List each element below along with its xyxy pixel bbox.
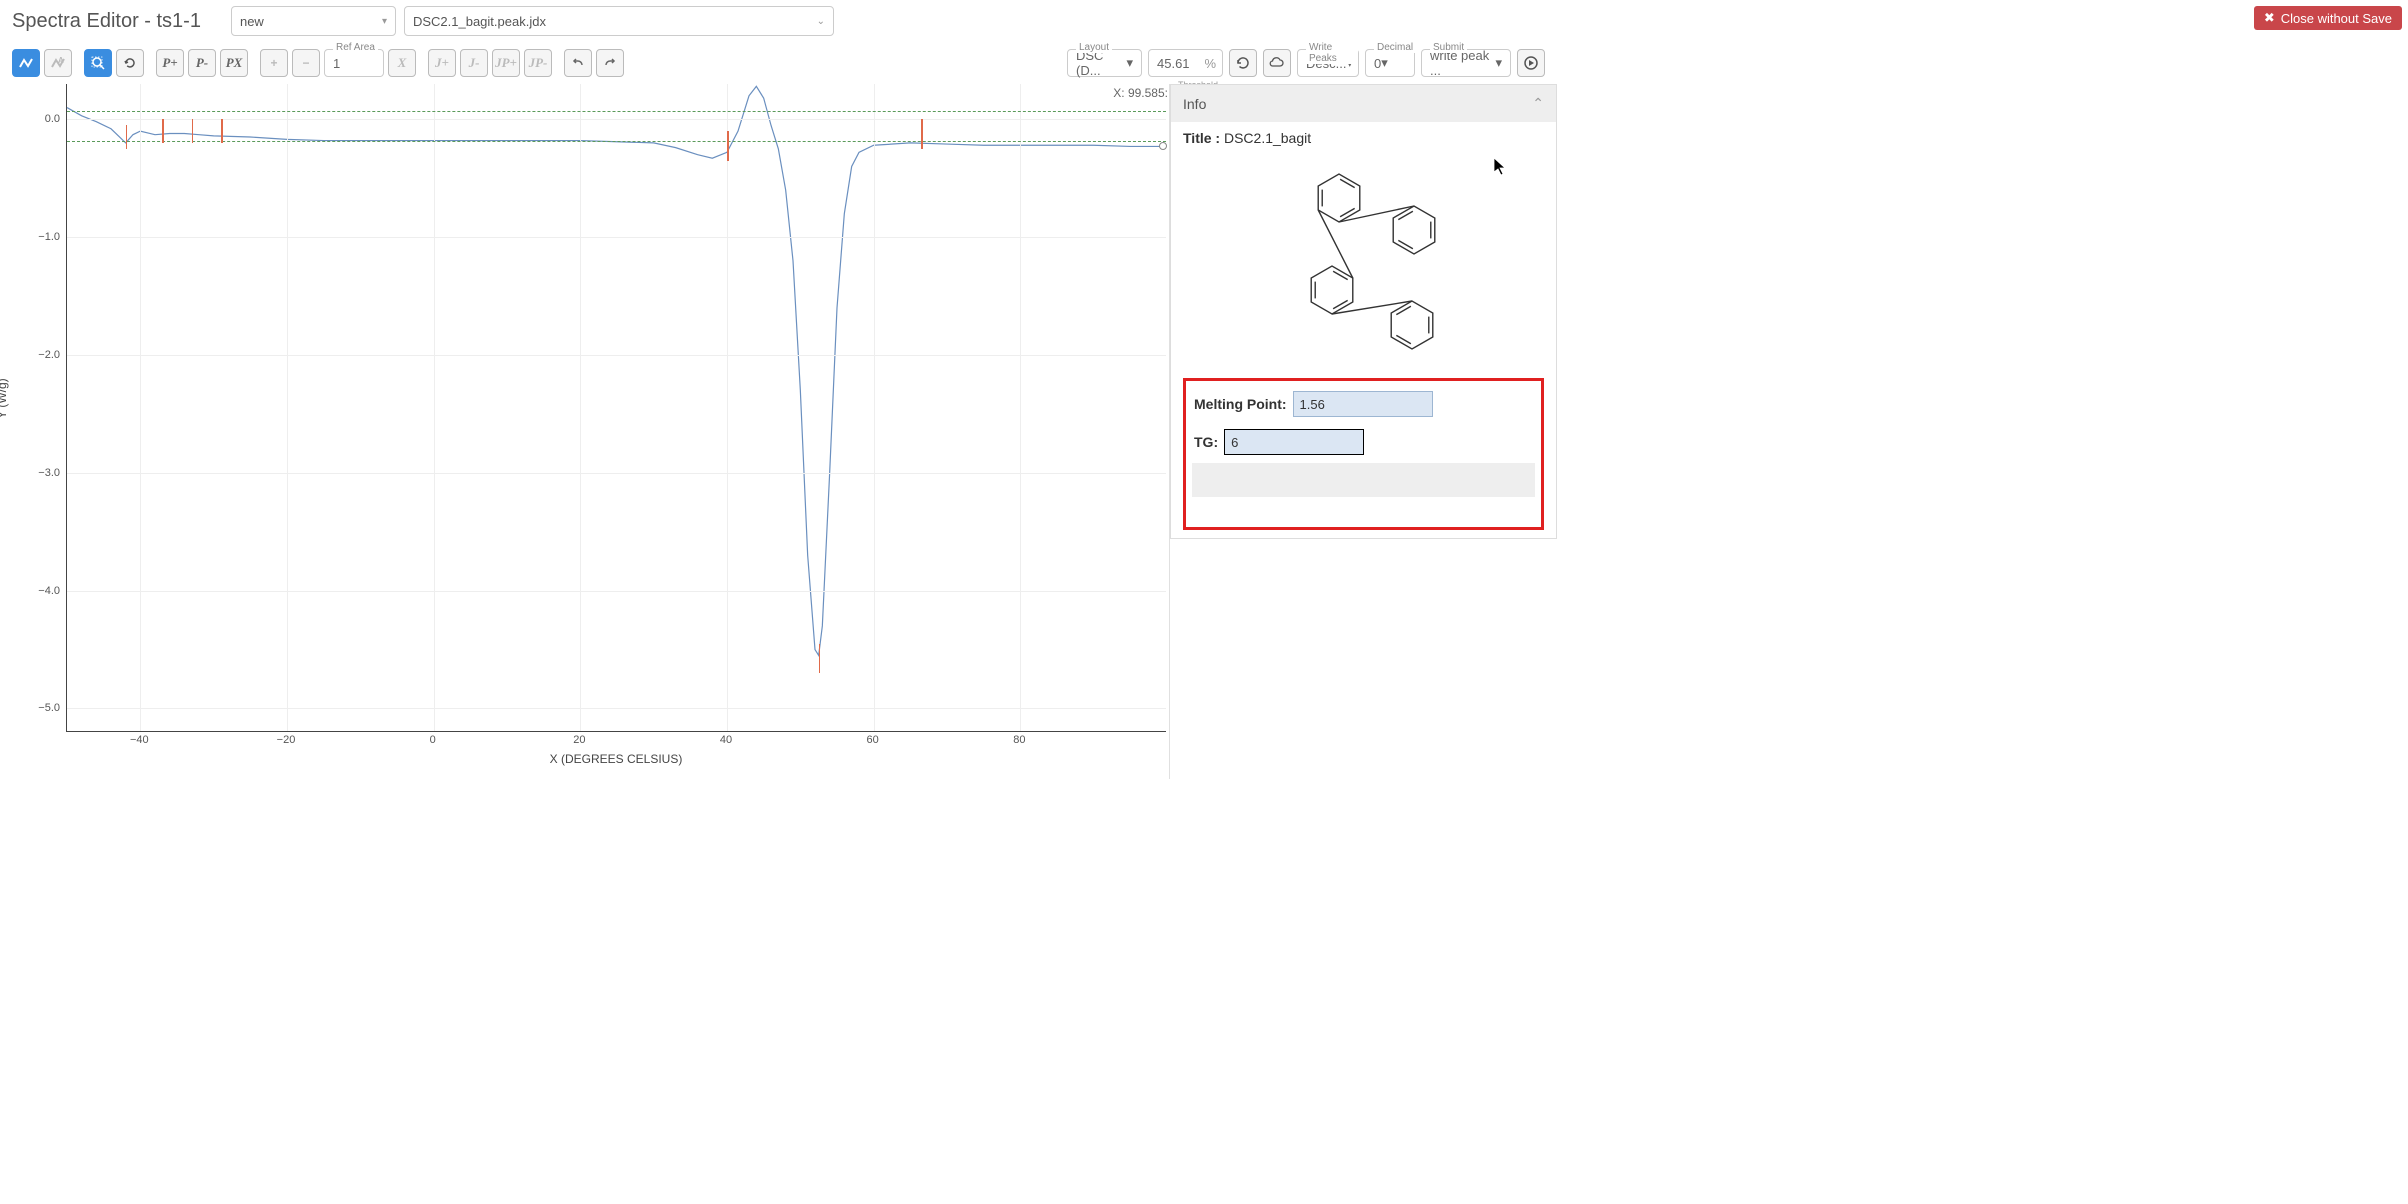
y-ticks: 0.0−1.0−2.0−3.0−4.0−5.0 [34, 84, 64, 732]
decimal-label: Decimal [1374, 42, 1416, 53]
title-label: Title : [1183, 130, 1220, 146]
jp-plus-button[interactable]: JP+ [492, 49, 520, 77]
write-peaks-select[interactable]: Write Peaks Desc... ▾ [1297, 49, 1359, 77]
melting-point-input[interactable] [1293, 391, 1433, 417]
ref-area-label: Ref Area [333, 42, 378, 53]
filler-row [1192, 463, 1535, 497]
write-peaks-label: Write Peaks [1306, 42, 1358, 64]
refresh-button[interactable] [116, 49, 144, 77]
plot-region[interactable]: X: 99.585: [66, 84, 1166, 732]
melting-point-row: Melting Point: [1192, 385, 1535, 423]
info-header-label: Info [1183, 96, 1206, 112]
j-plus-button[interactable]: J+ [428, 49, 456, 77]
tg-input[interactable] [1224, 429, 1364, 455]
cloud-button[interactable] [1263, 49, 1291, 77]
submit-select[interactable]: Submit write peak ... ▾ [1421, 49, 1511, 77]
x-ticks: −40−20020406080 [66, 734, 1166, 750]
select-file-value: DSC2.1_bagit.peak.jdx [413, 14, 546, 29]
decimal-select[interactable]: Decimal 0 ▾ [1365, 49, 1415, 77]
minus-button[interactable]: − [292, 49, 320, 77]
redo-button[interactable] [596, 49, 624, 77]
threshold-field[interactable]: 45.61 % Threshold [1148, 49, 1223, 77]
info-panel: Info ⌃ Title : DSC2.1_bagit Melting Poin… [1170, 84, 1557, 539]
side-panel: Info ⌃ Title : DSC2.1_bagit Melting Poin… [1169, 84, 1557, 779]
zoom-button[interactable] [84, 49, 112, 77]
molecule-structure [1183, 154, 1544, 378]
jp-minus-button[interactable]: JP- [524, 49, 552, 77]
chart-area[interactable]: Y (W/g) 0.0−1.0−2.0−3.0−4.0−5.0 X: 99.58… [0, 84, 1169, 779]
line-tool-button[interactable] [12, 49, 40, 77]
close-label: Close without Save [2281, 11, 2392, 26]
molecule-icon [1254, 160, 1474, 370]
x-button[interactable]: X [388, 49, 416, 77]
ref-area-value: 1 [333, 56, 340, 71]
app-title: Spectra Editor - ts1-1 [12, 10, 201, 33]
svg-text:A: A [58, 56, 64, 65]
close-without-save-button[interactable]: ✖ Close without Save [2254, 6, 2402, 30]
tg-label: TG: [1194, 434, 1218, 450]
undo-button[interactable] [564, 49, 592, 77]
title-value: DSC2.1_bagit [1224, 130, 1311, 146]
spectrum-line [67, 84, 1167, 732]
select-new[interactable]: new ▾ [231, 6, 396, 36]
caret-down-icon: ▾ [1126, 55, 1133, 71]
tg-row: TG: [1192, 423, 1535, 461]
text-tool-button[interactable]: A [44, 49, 72, 77]
p-x-button[interactable]: PX [220, 49, 248, 77]
decimal-value: 0 [1374, 56, 1381, 71]
caret-down-icon: ▾ [382, 16, 387, 27]
layout-label: Layout [1076, 42, 1112, 53]
y-axis-label: Y (W/g) [0, 378, 9, 418]
info-body: Title : DSC2.1_bagit Melting Point: TG: [1171, 122, 1556, 538]
ref-area-field[interactable]: Ref Area 1 [324, 49, 384, 77]
title-row: Title : DSC2.1_bagit [1183, 130, 1544, 146]
collapse-icon: ⌃ [1532, 95, 1544, 112]
toolbar: A P+ P- PX + − Ref Area 1 X J+ J- JP+ JP… [0, 42, 1557, 84]
highlighted-inputs: Melting Point: TG: [1183, 378, 1544, 530]
play-button[interactable] [1517, 49, 1545, 77]
caret-down-icon: ⌄ [817, 16, 825, 27]
select-file[interactable]: DSC2.1_bagit.peak.jdx ⌄ [404, 6, 834, 36]
layout-select[interactable]: Layout DSC (D... ▾ [1067, 49, 1142, 77]
threshold-pct: % [1204, 56, 1216, 71]
select-new-value: new [240, 14, 264, 29]
caret-down-icon: ▾ [1381, 55, 1388, 71]
j-minus-button[interactable]: J- [460, 49, 488, 77]
close-icon: ✖ [2264, 10, 2275, 26]
p-minus-button[interactable]: P- [188, 49, 216, 77]
plus-button[interactable]: + [260, 49, 288, 77]
x-axis-label: X (DEGREES CELSIUS) [66, 752, 1166, 766]
caret-down-icon: ▾ [1495, 55, 1502, 71]
submit-label: Submit [1430, 42, 1467, 53]
info-header[interactable]: Info ⌃ [1171, 85, 1556, 122]
p-plus-button[interactable]: P+ [156, 49, 184, 77]
main-area: Y (W/g) 0.0−1.0−2.0−3.0−4.0−5.0 X: 99.58… [0, 84, 1557, 779]
header-bar: Spectra Editor - ts1-1 new ▾ DSC2.1_bagi… [0, 0, 1557, 42]
melting-point-label: Melting Point: [1194, 396, 1287, 412]
reload-button[interactable] [1229, 49, 1257, 77]
threshold-value: 45.61 [1157, 56, 1190, 71]
